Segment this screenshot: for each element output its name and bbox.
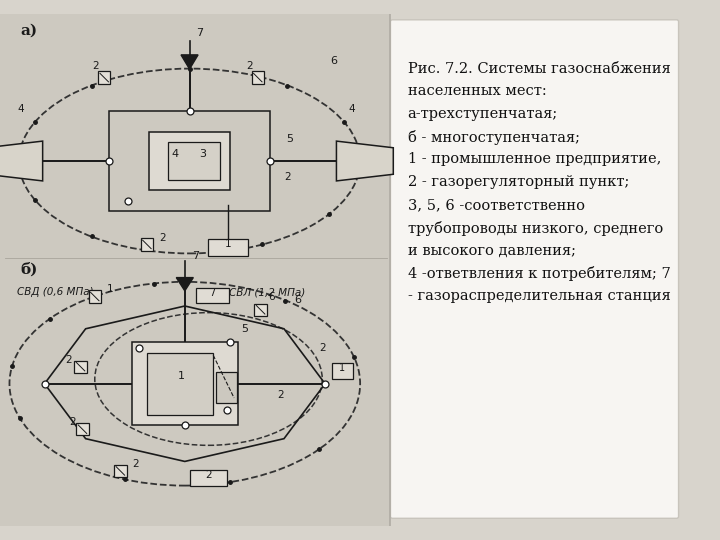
Bar bbox=[168, 142, 220, 180]
Text: б - многоступенчатая;: б - многоступенчатая; bbox=[408, 130, 580, 145]
Bar bbox=[254, 303, 267, 316]
Bar bbox=[0, 14, 390, 526]
Text: 2: 2 bbox=[320, 342, 326, 353]
Text: 2: 2 bbox=[205, 470, 212, 481]
Text: 7: 7 bbox=[192, 251, 199, 261]
Text: 6: 6 bbox=[294, 295, 301, 305]
Text: СВД (0,6 МПа): СВД (0,6 МПа) bbox=[17, 287, 94, 297]
Bar bbox=[216, 373, 237, 403]
Text: 4: 4 bbox=[172, 149, 179, 159]
Text: б): б) bbox=[21, 262, 38, 277]
Text: 5: 5 bbox=[287, 134, 293, 144]
Text: а-трехступенчатая;: а-трехступенчатая; bbox=[408, 107, 558, 121]
Bar bbox=[132, 342, 238, 426]
Bar bbox=[332, 363, 353, 379]
Text: 1: 1 bbox=[339, 363, 345, 373]
Text: 1 - промышленное предприятие,: 1 - промышленное предприятие, bbox=[408, 152, 661, 166]
Bar bbox=[147, 353, 213, 415]
Bar bbox=[74, 361, 86, 373]
Text: 3: 3 bbox=[199, 149, 207, 159]
Bar bbox=[189, 470, 228, 486]
Text: 2: 2 bbox=[284, 172, 291, 182]
Polygon shape bbox=[181, 55, 198, 69]
Bar bbox=[149, 132, 230, 191]
Text: 2: 2 bbox=[69, 417, 76, 428]
FancyBboxPatch shape bbox=[390, 20, 678, 518]
Text: 7: 7 bbox=[196, 28, 203, 38]
Bar bbox=[76, 423, 89, 435]
Text: 4: 4 bbox=[348, 104, 356, 114]
Polygon shape bbox=[336, 141, 393, 181]
Text: 4 -ответвления к потребителям; 7: 4 -ответвления к потребителям; 7 bbox=[408, 266, 670, 281]
Text: 2: 2 bbox=[92, 61, 99, 71]
Text: 2: 2 bbox=[132, 459, 139, 469]
Text: 4: 4 bbox=[17, 104, 24, 114]
Bar bbox=[209, 239, 248, 256]
Polygon shape bbox=[176, 278, 194, 291]
Text: населенных мест:: населенных мест: bbox=[408, 84, 546, 98]
Text: и высокого давления;: и высокого давления; bbox=[408, 244, 575, 258]
Polygon shape bbox=[0, 141, 42, 181]
Text: 6: 6 bbox=[330, 56, 337, 66]
Text: 2: 2 bbox=[66, 355, 72, 365]
Text: трубопроводы низкого, среднего: трубопроводы низкого, среднего bbox=[408, 221, 663, 236]
Text: 3, 5, 6 -соответственно: 3, 5, 6 -соответственно bbox=[408, 198, 585, 212]
Text: 1: 1 bbox=[178, 371, 184, 381]
Text: 7: 7 bbox=[210, 288, 215, 298]
Text: 2: 2 bbox=[159, 233, 166, 242]
Text: 1: 1 bbox=[107, 284, 114, 294]
Bar bbox=[140, 238, 153, 251]
Text: - газораспределительная станция: - газораспределительная станция bbox=[408, 289, 670, 303]
Text: 2 - газорегуляторный пункт;: 2 - газорегуляторный пункт; bbox=[408, 175, 629, 189]
Bar bbox=[89, 291, 101, 303]
Bar bbox=[196, 288, 230, 303]
Text: 6: 6 bbox=[269, 292, 275, 302]
Bar bbox=[109, 111, 270, 211]
Text: а): а) bbox=[21, 24, 38, 38]
Bar bbox=[251, 71, 264, 84]
Text: 2: 2 bbox=[278, 390, 284, 400]
Text: 5: 5 bbox=[242, 323, 248, 334]
Text: 2: 2 bbox=[246, 61, 253, 71]
Text: 1: 1 bbox=[225, 239, 232, 249]
Text: СВЛ (1,2 МПа): СВЛ (1,2 МПа) bbox=[230, 287, 305, 297]
Bar bbox=[114, 465, 127, 477]
Bar bbox=[98, 71, 110, 84]
Text: Рис. 7.2. Системы газоснабжения: Рис. 7.2. Системы газоснабжения bbox=[408, 62, 670, 76]
